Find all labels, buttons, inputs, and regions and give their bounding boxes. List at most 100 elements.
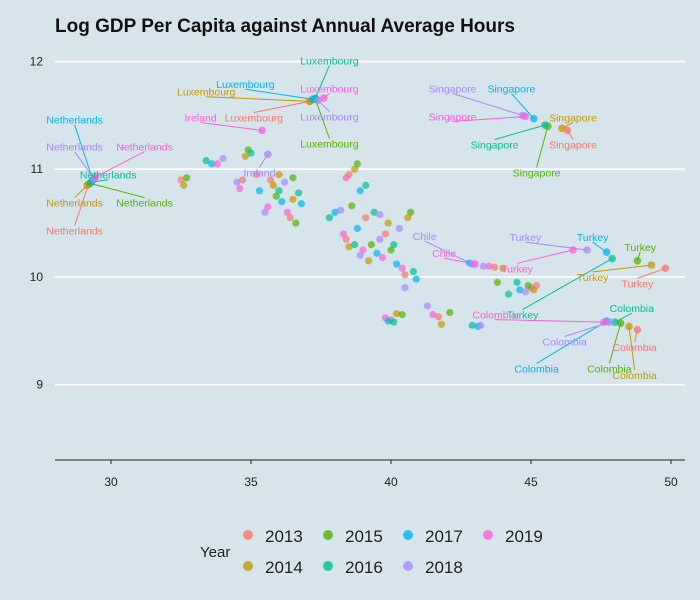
data-point <box>345 243 353 251</box>
point-label: Luxembourg <box>216 79 275 91</box>
data-point <box>379 253 387 262</box>
legend-label-2015: 2015 <box>345 527 383 546</box>
data-point <box>180 181 188 189</box>
legend-label-2013: 2013 <box>265 527 303 546</box>
data-point <box>356 187 364 195</box>
point-label: Turkey <box>507 310 539 322</box>
data-point <box>295 189 303 197</box>
x-tick-label: 40 <box>384 475 398 489</box>
data-point <box>429 311 437 319</box>
x-tick-label: 50 <box>664 475 678 489</box>
data-point <box>255 187 263 195</box>
data-point <box>499 264 507 272</box>
leader-line <box>74 124 94 181</box>
labeled-point <box>530 114 538 123</box>
point-label: Chile <box>413 231 437 243</box>
data-point <box>398 264 406 272</box>
data-point <box>468 321 476 329</box>
data-point <box>261 208 269 216</box>
data-point <box>292 219 300 227</box>
data-point <box>281 178 289 186</box>
data-point <box>345 171 353 179</box>
leader-line <box>637 267 666 279</box>
legend-key-2013 <box>243 530 253 540</box>
data-point <box>202 157 210 165</box>
labeled-point <box>600 318 608 326</box>
point-label: Netherlands <box>46 226 103 238</box>
data-point <box>339 230 347 238</box>
data-point <box>401 284 409 292</box>
point-label: Netherlands <box>46 198 103 210</box>
data-point <box>513 278 521 286</box>
data-point <box>342 235 350 243</box>
legend-title: Year <box>200 544 230 561</box>
leader-line <box>516 249 574 264</box>
data-point <box>337 206 345 214</box>
leader-line <box>452 92 523 116</box>
labeled-point <box>471 260 479 268</box>
data-point <box>530 286 538 294</box>
point-label: Colombia <box>542 337 587 349</box>
point-label: Singapore <box>471 139 519 151</box>
data-point <box>253 171 261 179</box>
data-point <box>236 185 244 193</box>
data-point <box>353 224 361 233</box>
data-point <box>505 290 513 298</box>
data-point <box>267 176 275 184</box>
point-label: Luxembourg <box>177 87 236 99</box>
leader-line <box>522 258 613 311</box>
leader-line <box>314 65 330 99</box>
data-point <box>412 275 420 283</box>
point-label: Ireland <box>185 113 217 125</box>
legend: Year 2013 2014 2015 2016 2017 2018 2019 <box>200 527 543 577</box>
data-point <box>390 318 398 326</box>
point-label: Luxembourg <box>300 138 359 150</box>
legend-key-2019 <box>483 530 493 540</box>
point-label: Turkey <box>577 272 609 284</box>
data-point <box>446 308 454 317</box>
label-leader-lines <box>74 65 666 370</box>
point-label: Colombia <box>514 363 559 375</box>
point-label: Colombia <box>472 310 517 322</box>
x-tick-label: 35 <box>244 475 258 489</box>
data-point <box>524 281 532 290</box>
point-label: Colombia <box>587 363 632 375</box>
point-label: Colombia <box>610 303 655 315</box>
legend-key-2017 <box>403 530 413 540</box>
legend-label-2017: 2017 <box>425 527 463 546</box>
data-point <box>435 313 443 321</box>
data-point <box>353 160 361 168</box>
leader-line <box>95 151 145 178</box>
data-point <box>393 309 401 318</box>
legend-label-2014: 2014 <box>265 558 303 577</box>
labeled-point <box>605 318 614 326</box>
chart-title: Log GDP Per Capita against Annual Averag… <box>55 16 515 37</box>
x-tick-label: 30 <box>104 475 118 489</box>
data-point <box>286 214 294 222</box>
data-point <box>331 208 339 216</box>
leader-line <box>245 88 313 100</box>
leader-line <box>200 122 263 131</box>
data-point <box>381 230 389 238</box>
point-label: Luxembourg <box>225 113 284 125</box>
data-point <box>359 246 367 254</box>
data-point <box>367 241 375 249</box>
point-label: Netherlands <box>46 142 103 154</box>
legend-label-2019: 2019 <box>505 527 543 546</box>
leader-line <box>74 151 95 180</box>
data-point <box>278 197 286 206</box>
labeled-point <box>569 246 577 254</box>
data-point <box>491 263 499 271</box>
data-point <box>401 271 409 279</box>
leader-line <box>494 319 604 323</box>
point-label: Singapore <box>429 111 477 123</box>
data-point <box>387 246 395 254</box>
y-tick-label: 11 <box>31 162 44 176</box>
data-point <box>516 286 524 294</box>
point-label: Colombia <box>612 370 657 382</box>
data-point <box>521 288 530 296</box>
data-point <box>376 235 384 243</box>
leader-line <box>424 240 473 265</box>
legend-key-2016 <box>323 561 333 571</box>
data-point <box>269 181 277 189</box>
